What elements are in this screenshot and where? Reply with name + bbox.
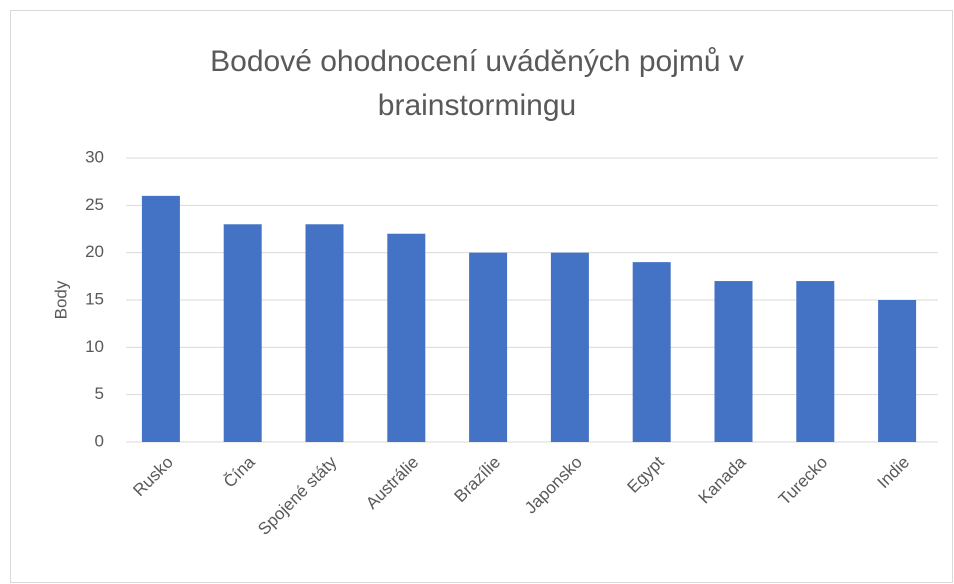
- chart-title: Bodové ohodnocení uváděných pojmů v brai…: [210, 45, 744, 122]
- bar: [387, 233, 426, 442]
- y-tick-label: 15: [85, 289, 104, 308]
- x-tick-label: Egypt: [624, 452, 668, 496]
- y-tick-label: 30: [85, 147, 104, 166]
- bar: [223, 224, 262, 442]
- y-tick-label: 10: [85, 337, 104, 356]
- x-tick-label: Rusko: [129, 453, 177, 501]
- bar: [632, 262, 671, 442]
- y-tick-label: 25: [85, 195, 104, 214]
- bar: [141, 195, 180, 442]
- y-tick-label: 5: [95, 384, 104, 403]
- bar: [550, 252, 589, 442]
- bar: [796, 281, 835, 442]
- x-tick-label: Brazílie: [451, 453, 505, 507]
- y-tick-label: 20: [85, 242, 104, 261]
- chart-border: [10, 10, 953, 583]
- x-tick-label: Indie: [874, 453, 914, 493]
- x-tick-label: Čína: [220, 452, 259, 491]
- bar: [714, 281, 753, 442]
- x-tick-label: Japonsko: [521, 453, 586, 518]
- bar: [305, 224, 344, 442]
- x-tick-label: Turecko: [775, 453, 831, 509]
- x-tick-label: Kanada: [695, 452, 750, 507]
- bar: [469, 252, 508, 442]
- x-tick-label: Spojené státy: [254, 452, 341, 539]
- x-tick-label: Austrálie: [362, 453, 422, 513]
- bar: [878, 300, 917, 442]
- y-tick-label: 0: [95, 431, 104, 450]
- y-axis-label: Body: [51, 280, 70, 319]
